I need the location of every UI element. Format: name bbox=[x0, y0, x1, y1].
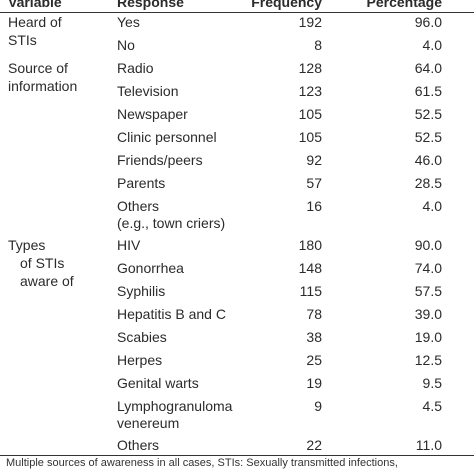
response-cell: No bbox=[117, 37, 135, 53]
variable-label: aware of bbox=[20, 273, 74, 289]
response-cell: Genital warts bbox=[117, 375, 199, 391]
response-cell: HIV bbox=[117, 237, 141, 253]
frequency-cell: 16 bbox=[306, 198, 322, 214]
percentage-cell: 39.0 bbox=[414, 306, 442, 322]
response-cell: Friends/peers bbox=[117, 152, 203, 168]
percentage-cell: 74.0 bbox=[414, 260, 442, 276]
frequency-cell: 115 bbox=[299, 283, 322, 299]
percentage-cell: 4.0 bbox=[422, 198, 442, 214]
response-cell: Others bbox=[117, 437, 160, 453]
percentage-cell: 96.0 bbox=[414, 14, 442, 30]
response-cell: Scabies bbox=[117, 329, 167, 345]
frequency-cell: 57 bbox=[306, 175, 322, 191]
frequency-cell: 78 bbox=[306, 306, 322, 322]
percentage-cell: 28.5 bbox=[414, 175, 442, 191]
response-cell: Syphilis bbox=[117, 283, 166, 299]
frequency-cell: 128 bbox=[298, 60, 322, 76]
percentage-cell: 9.5 bbox=[422, 375, 442, 391]
response-cell: Yes bbox=[117, 14, 140, 30]
percentage-cell: 61.5 bbox=[414, 83, 442, 99]
frequency-cell: 105 bbox=[298, 106, 322, 122]
response-cell: Hepatitis B and C bbox=[117, 306, 226, 322]
frequency-cell: 192 bbox=[298, 14, 322, 30]
response-cell: Newspaper bbox=[117, 106, 188, 122]
variable-label: Types bbox=[8, 237, 46, 253]
frequency-cell: 92 bbox=[306, 152, 322, 168]
percentage-cell: 4.0 bbox=[422, 37, 442, 53]
frequency-cell: 22 bbox=[306, 437, 322, 453]
response-cell: Others bbox=[117, 198, 160, 214]
response-cell: Gonorrhea bbox=[117, 260, 184, 276]
percentage-cell: 52.5 bbox=[414, 129, 442, 145]
percentage-cell: 64.0 bbox=[414, 60, 442, 76]
footnote: Multiple sources of awareness in all cas… bbox=[6, 457, 398, 469]
bottom-rule bbox=[0, 455, 474, 456]
variable-label: Heard of bbox=[8, 14, 62, 30]
frequency-cell: 25 bbox=[306, 352, 322, 368]
frequency-cell: 123 bbox=[298, 83, 322, 99]
percentage-cell: 57.5 bbox=[414, 283, 442, 299]
variable-label: Source of bbox=[8, 60, 68, 76]
header-response: Response bbox=[117, 0, 184, 10]
response-cell: Parents bbox=[117, 175, 166, 191]
response-cell: Lymphogranuloma bbox=[117, 398, 233, 414]
variable-label: information bbox=[8, 78, 78, 94]
header-percentage: Percentage bbox=[366, 0, 442, 10]
response-cell: (e.g., town criers) bbox=[117, 214, 226, 231]
percentage-cell: 12.5 bbox=[414, 352, 442, 368]
percentage-cell: 46.0 bbox=[414, 152, 442, 168]
percentage-cell: 52.5 bbox=[414, 106, 442, 122]
variable-label: STIs bbox=[8, 32, 37, 48]
header-frequency: Frequency bbox=[251, 0, 322, 10]
response-cell: Herpes bbox=[117, 352, 163, 368]
frequency-cell: 9 bbox=[314, 398, 322, 414]
header-rule bbox=[0, 12, 474, 13]
response-cell: Radio bbox=[117, 60, 154, 76]
frequency-cell: 148 bbox=[298, 260, 322, 276]
response-cell: venereum bbox=[117, 414, 180, 431]
header-variable: Variable bbox=[8, 0, 62, 10]
response-cell: Clinic personnel bbox=[117, 129, 217, 145]
frequency-cell: 38 bbox=[306, 329, 322, 345]
percentage-cell: 11.0 bbox=[415, 437, 442, 453]
percentage-cell: 4.5 bbox=[422, 398, 442, 414]
percentage-cell: 19.0 bbox=[414, 329, 442, 345]
percentage-cell: 90.0 bbox=[414, 237, 442, 253]
variable-label: of STIs bbox=[20, 255, 65, 271]
frequency-cell: 105 bbox=[298, 129, 322, 145]
frequency-cell: 19 bbox=[306, 375, 322, 391]
response-cell: Television bbox=[117, 83, 179, 99]
frequency-cell: 8 bbox=[314, 37, 322, 53]
frequency-cell: 180 bbox=[298, 237, 322, 253]
